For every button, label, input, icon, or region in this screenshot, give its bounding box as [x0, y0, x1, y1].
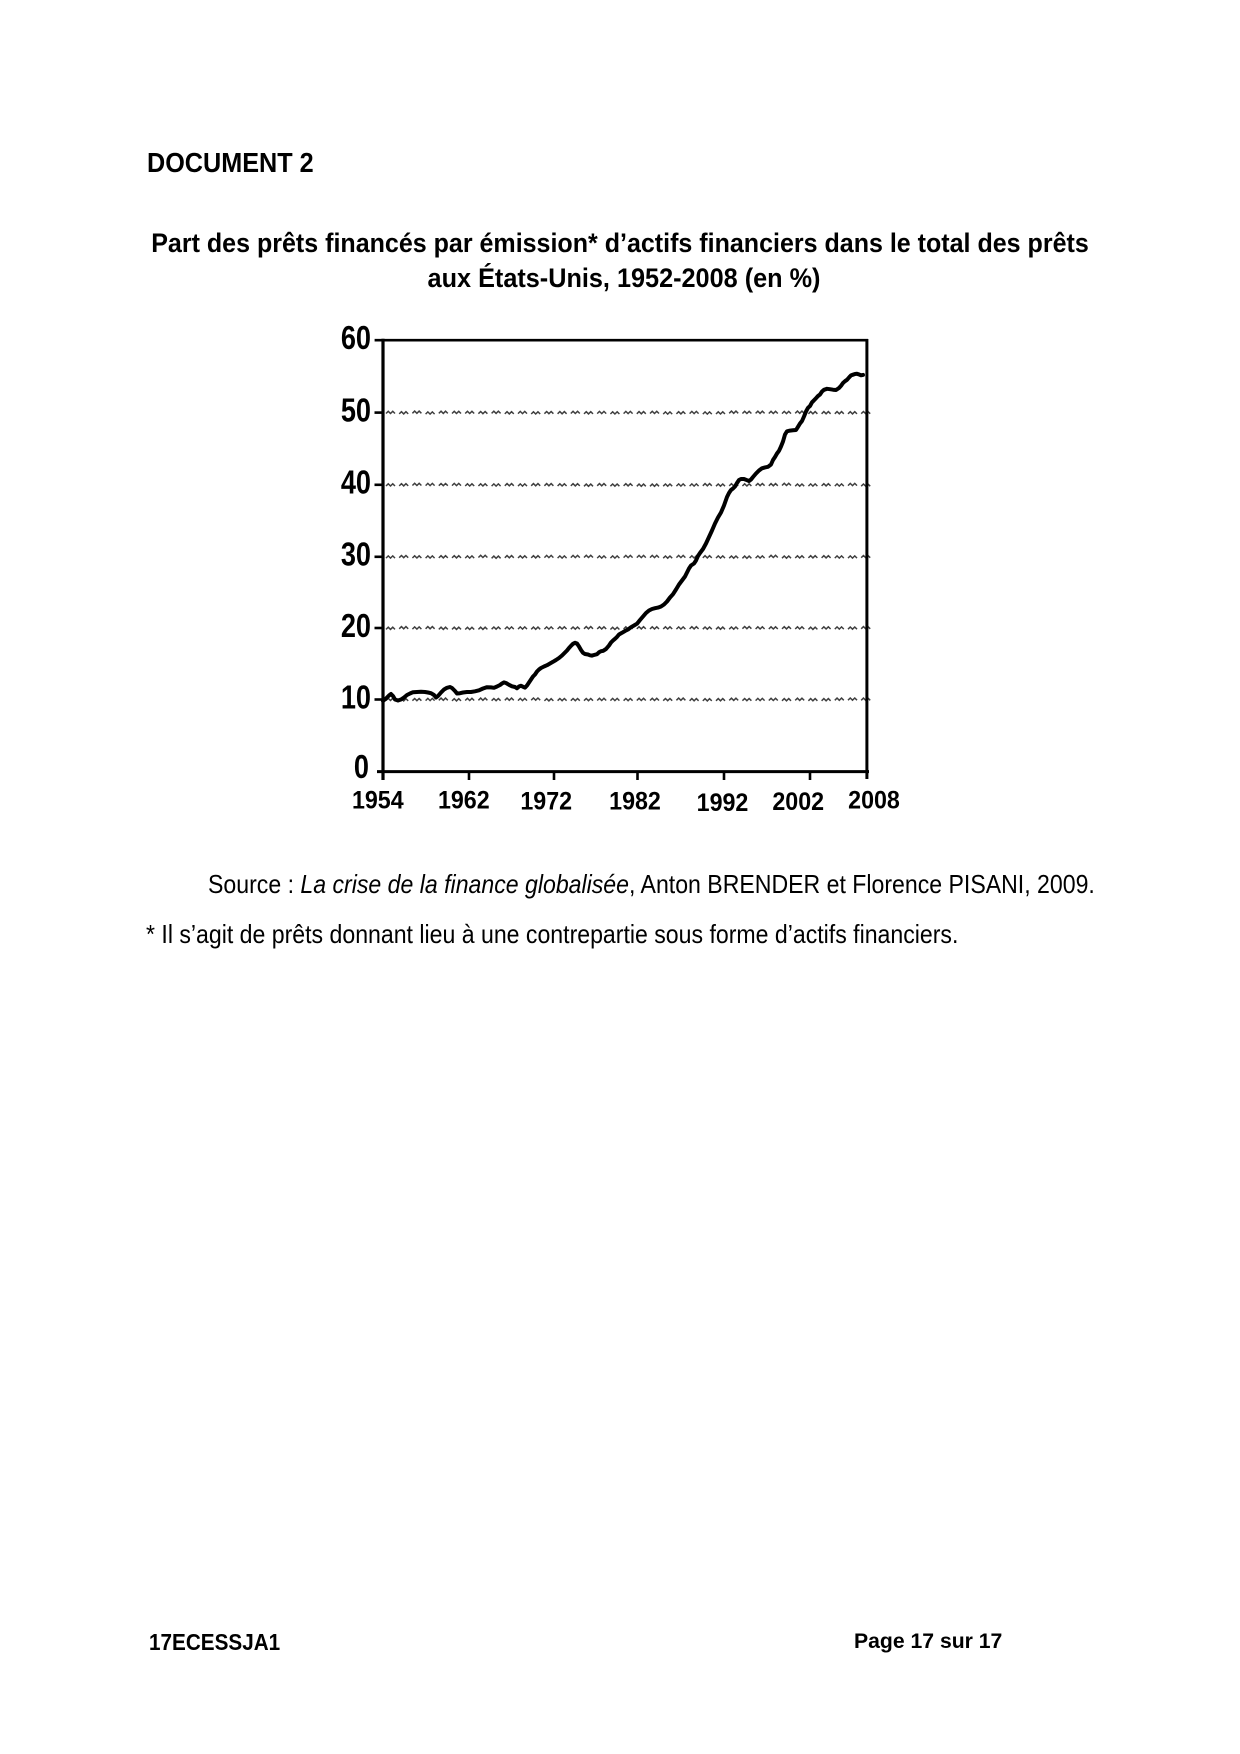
- svg-text:1962: 1962: [438, 787, 490, 815]
- svg-text:40: 40: [341, 464, 371, 501]
- svg-text:2002: 2002: [772, 788, 824, 816]
- svg-text:20: 20: [341, 607, 371, 644]
- svg-text:30: 30: [341, 536, 371, 573]
- svg-text:0: 0: [354, 748, 369, 785]
- svg-text:1992: 1992: [697, 789, 749, 817]
- svg-text:1982: 1982: [609, 788, 661, 816]
- svg-text:2008: 2008: [848, 787, 900, 815]
- svg-text:1954: 1954: [352, 787, 404, 815]
- svg-text:1972: 1972: [520, 788, 572, 816]
- svg-text:60: 60: [341, 320, 371, 357]
- svg-text:50: 50: [341, 392, 371, 429]
- svg-text:10: 10: [341, 679, 371, 716]
